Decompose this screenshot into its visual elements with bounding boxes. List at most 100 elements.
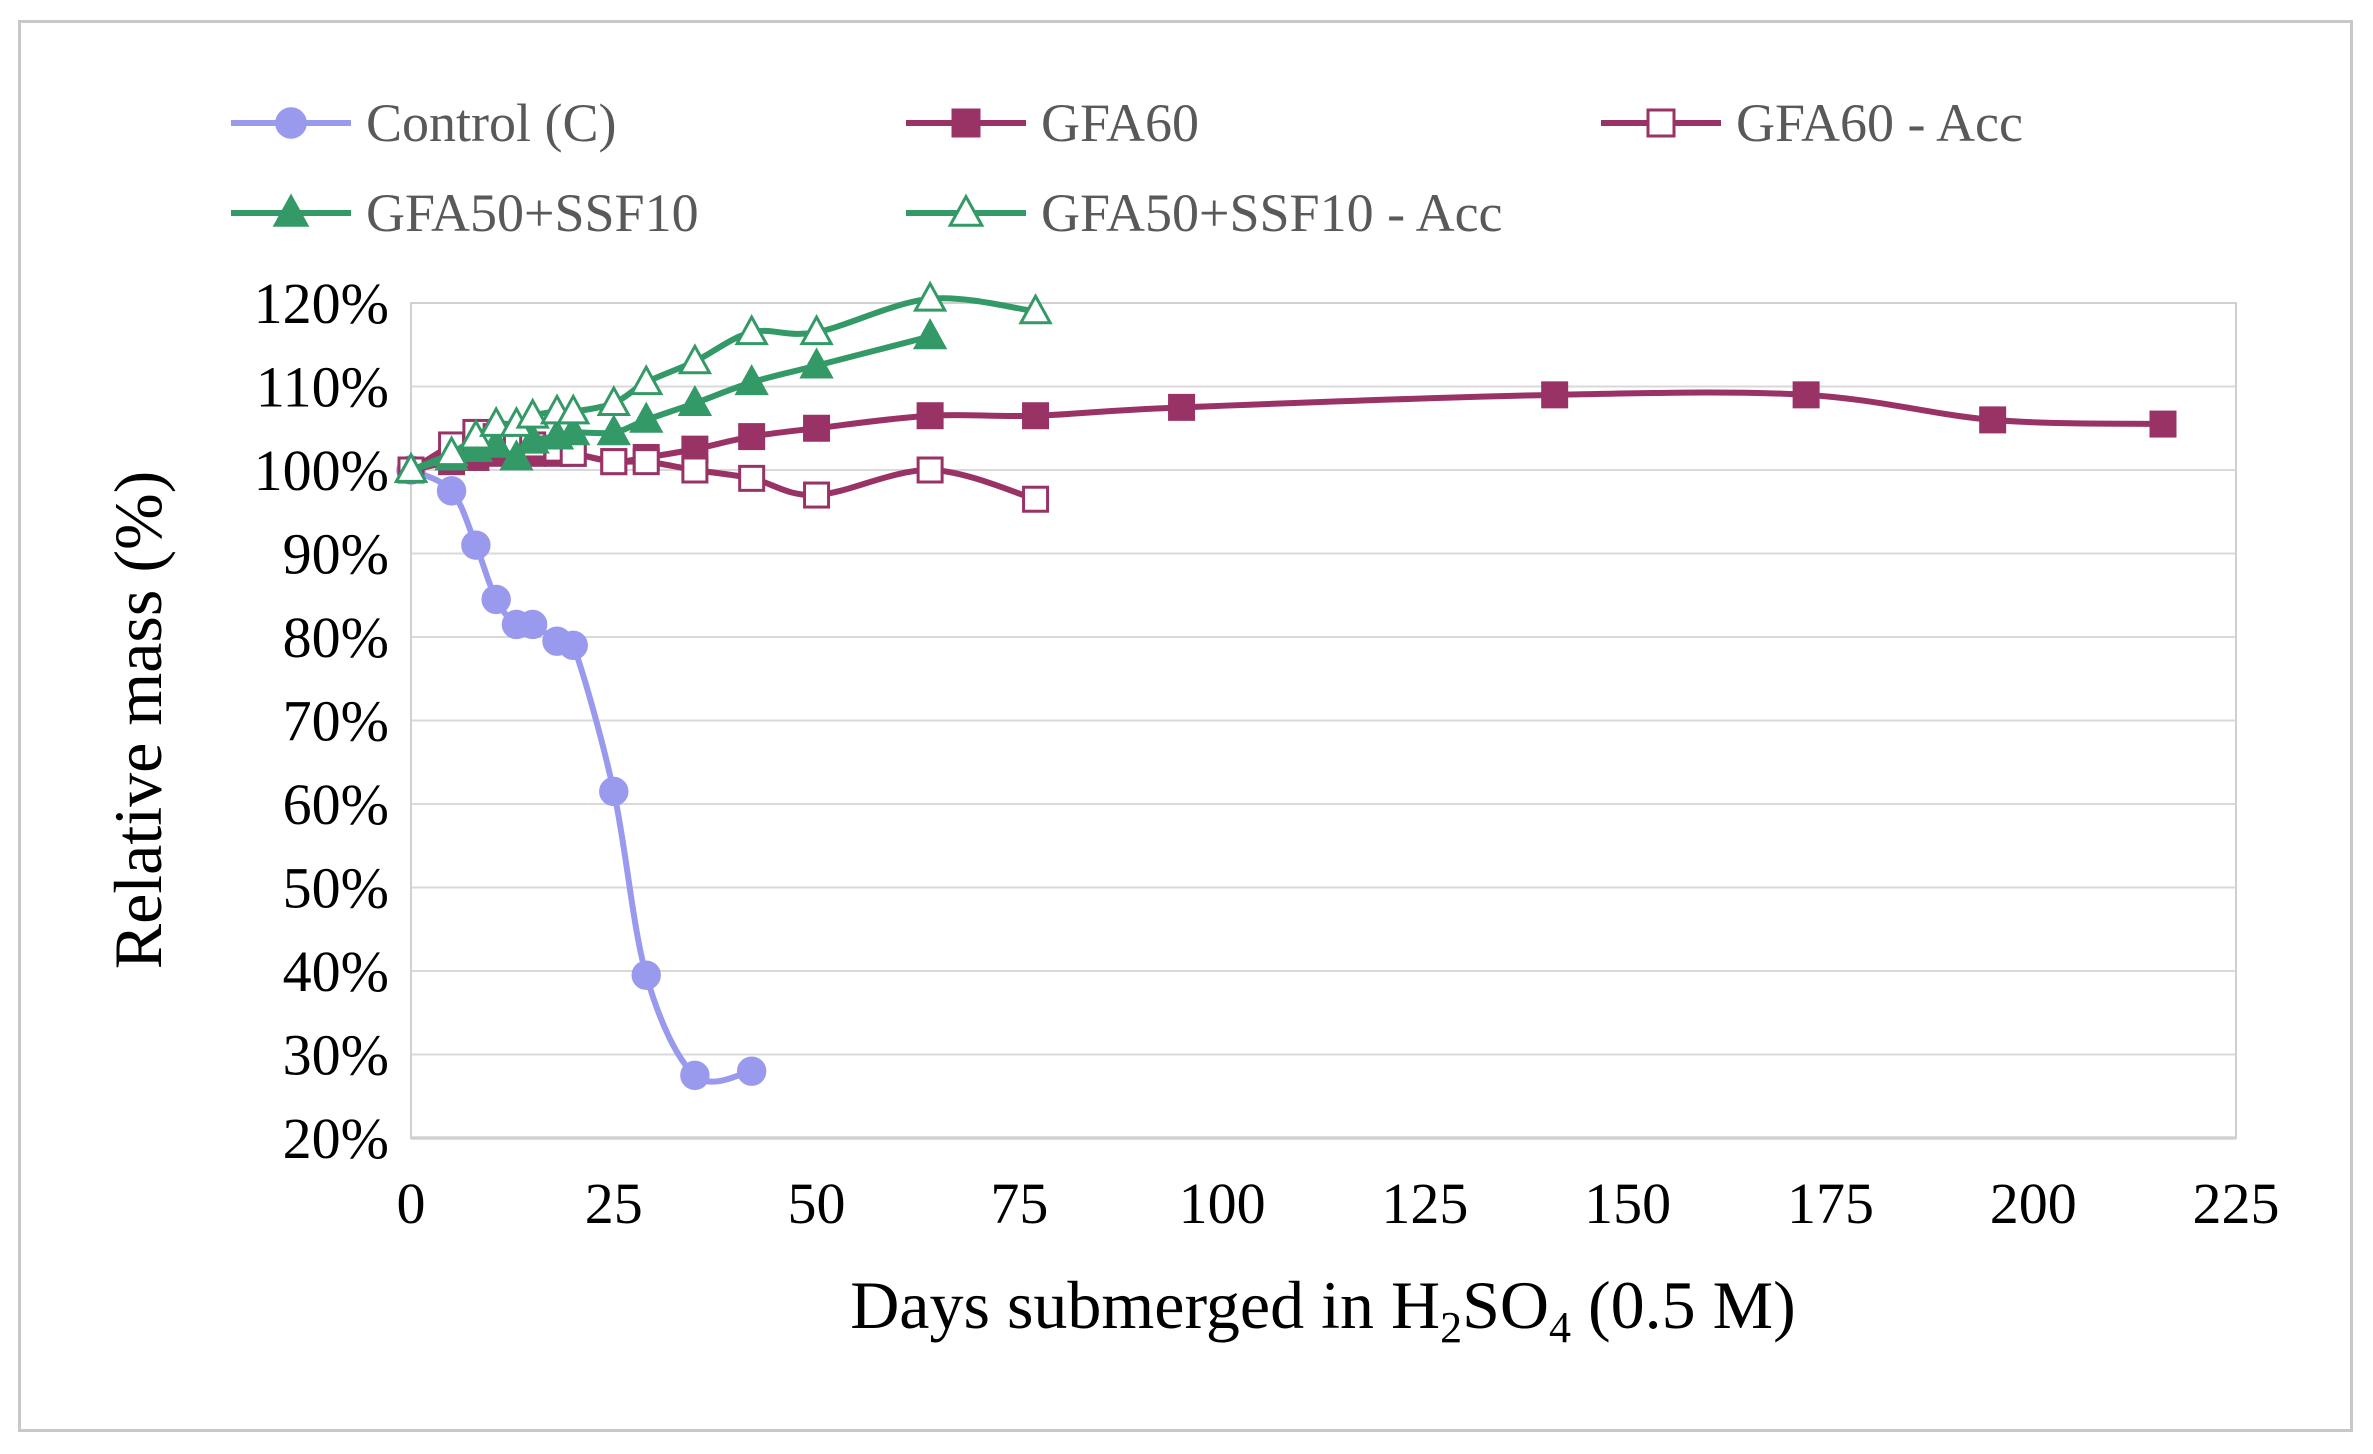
- data-point: [629, 401, 664, 433]
- data-point: [1022, 485, 1050, 513]
- data-point: [632, 448, 660, 476]
- data-point: [803, 414, 831, 442]
- x-axis-title-sub1: 2: [1440, 1303, 1462, 1352]
- y-tick-label: 20%: [283, 1106, 389, 1171]
- y-tick-label: 60%: [283, 772, 389, 837]
- data-point: [799, 347, 834, 379]
- data-point: [1018, 293, 1053, 325]
- legend-entry: Control (C): [231, 93, 617, 153]
- x-axis-title-sub2: 4: [1549, 1303, 1571, 1352]
- data-point: [680, 1060, 710, 1091]
- legend-entry: GFA60 - Acc: [1601, 93, 2023, 153]
- plot-area: [410, 302, 2237, 1139]
- data-point: [515, 397, 550, 429]
- chart-frame: 20% 30% 40% 50% 60% 70% 80% 90% 100% 110% 120% 0 25…: [18, 20, 2353, 1432]
- data-point: [677, 343, 713, 375]
- gridlines: [411, 302, 2236, 1140]
- data-point: [912, 318, 948, 350]
- data-point: [1979, 406, 2007, 434]
- series-line: [409, 467, 753, 1085]
- x-tick-labels: 0 25 50 75 100 125 150 175 200 225: [397, 1171, 2280, 1236]
- data-point: [916, 456, 944, 484]
- data-point: [599, 776, 629, 807]
- data-point: [799, 314, 834, 346]
- legend-marker: [947, 193, 985, 227]
- data-point: [734, 314, 769, 346]
- data-point: [556, 414, 591, 446]
- data-point: [558, 630, 588, 661]
- data-point: [1022, 402, 1050, 430]
- x-tick-label: 100: [1179, 1171, 1266, 1236]
- y-tick-label: 50%: [283, 856, 389, 921]
- series-3: [393, 318, 948, 483]
- legend-marker: [1646, 108, 1676, 138]
- x-tick-label: 175: [1787, 1171, 1874, 1236]
- x-axis-title-pre: Days submerged in H: [850, 1267, 1440, 1343]
- y-tick-label: 40%: [283, 939, 389, 1004]
- data-point: [600, 448, 628, 476]
- legend-label: Control (C): [366, 93, 617, 153]
- data-point: [738, 423, 766, 451]
- x-tick-label: 225: [2193, 1171, 2280, 1236]
- x-axis-title-post: (0.5 M): [1571, 1267, 1796, 1343]
- data-point: [736, 1056, 767, 1086]
- data-point: [1168, 393, 1196, 421]
- x-axis-title-mid: SO: [1462, 1267, 1549, 1343]
- legend-marker: [951, 108, 981, 138]
- y-tick-label: 70%: [283, 689, 389, 754]
- legend-entry: GFA50+SSF10 - Acc: [906, 183, 1503, 243]
- data-point: [461, 530, 491, 560]
- data-point: [436, 476, 467, 506]
- y-tick-label: 80%: [283, 605, 389, 670]
- data-point: [499, 439, 534, 471]
- series-4: [393, 280, 1053, 483]
- data-point: [434, 435, 469, 467]
- legend-label: GFA60 - Acc: [1736, 93, 2023, 153]
- legend-marker: [275, 107, 307, 139]
- series-0: [396, 455, 767, 1091]
- y-tick-label: 90%: [283, 522, 389, 587]
- x-axis-title: Days submerged in H2SO4 (0.5 M): [850, 1267, 1796, 1352]
- legend-label: GFA50+SSF10: [366, 183, 699, 243]
- data-point: [393, 451, 429, 483]
- x-tick-label: 150: [1584, 1171, 1671, 1236]
- data-point: [481, 584, 511, 615]
- legend-marker: [272, 193, 310, 227]
- data-point: [631, 960, 661, 990]
- series-layer: [393, 280, 2177, 1091]
- x-tick-label: 25: [585, 1171, 643, 1236]
- data-point: [1792, 381, 1820, 409]
- x-tick-label: 50: [788, 1171, 846, 1236]
- legend-label: GFA60: [1041, 93, 1199, 153]
- data-point: [803, 481, 831, 509]
- data-point: [912, 280, 948, 312]
- data-point: [681, 456, 709, 484]
- legend-entry: GFA60: [906, 93, 1199, 153]
- legend: Control (C) GFA60 GFA60 - Acc GFA50+SSF10 GF…: [231, 93, 2023, 243]
- data-point: [515, 422, 550, 454]
- data-point: [479, 405, 514, 437]
- legend-label: GFA50+SSF10 - Acc: [1041, 183, 1503, 243]
- data-point: [916, 402, 944, 430]
- y-tick-label: 120%: [254, 271, 389, 336]
- legend-entry: GFA50+SSF10: [231, 183, 699, 243]
- data-point: [596, 414, 631, 446]
- x-tick-label: 200: [1990, 1171, 2077, 1236]
- y-tick-labels: 20% 30% 40% 50% 60% 70% 80% 90% 100% 110% 120%: [254, 271, 389, 1171]
- y-axis-title: Relative mass (%): [100, 471, 176, 970]
- data-point: [2149, 410, 2177, 438]
- data-point: [596, 384, 631, 417]
- data-point: [517, 609, 548, 640]
- data-point: [556, 393, 591, 425]
- y-tick-label: 110%: [256, 355, 389, 420]
- x-tick-label: 0: [397, 1171, 426, 1236]
- data-point: [734, 364, 769, 396]
- data-point: [629, 364, 664, 396]
- y-tick-label: 30%: [283, 1023, 389, 1088]
- data-point: [1541, 381, 1569, 409]
- x-tick-label: 75: [990, 1171, 1048, 1236]
- data-point: [677, 384, 713, 417]
- relative-mass-line-chart: 20%30%40%50%60%70%80%90%100%110%120% 0 25…: [100, 93, 2280, 1352]
- series-line: [410, 389, 2164, 473]
- y-tick-label: 100%: [254, 438, 389, 503]
